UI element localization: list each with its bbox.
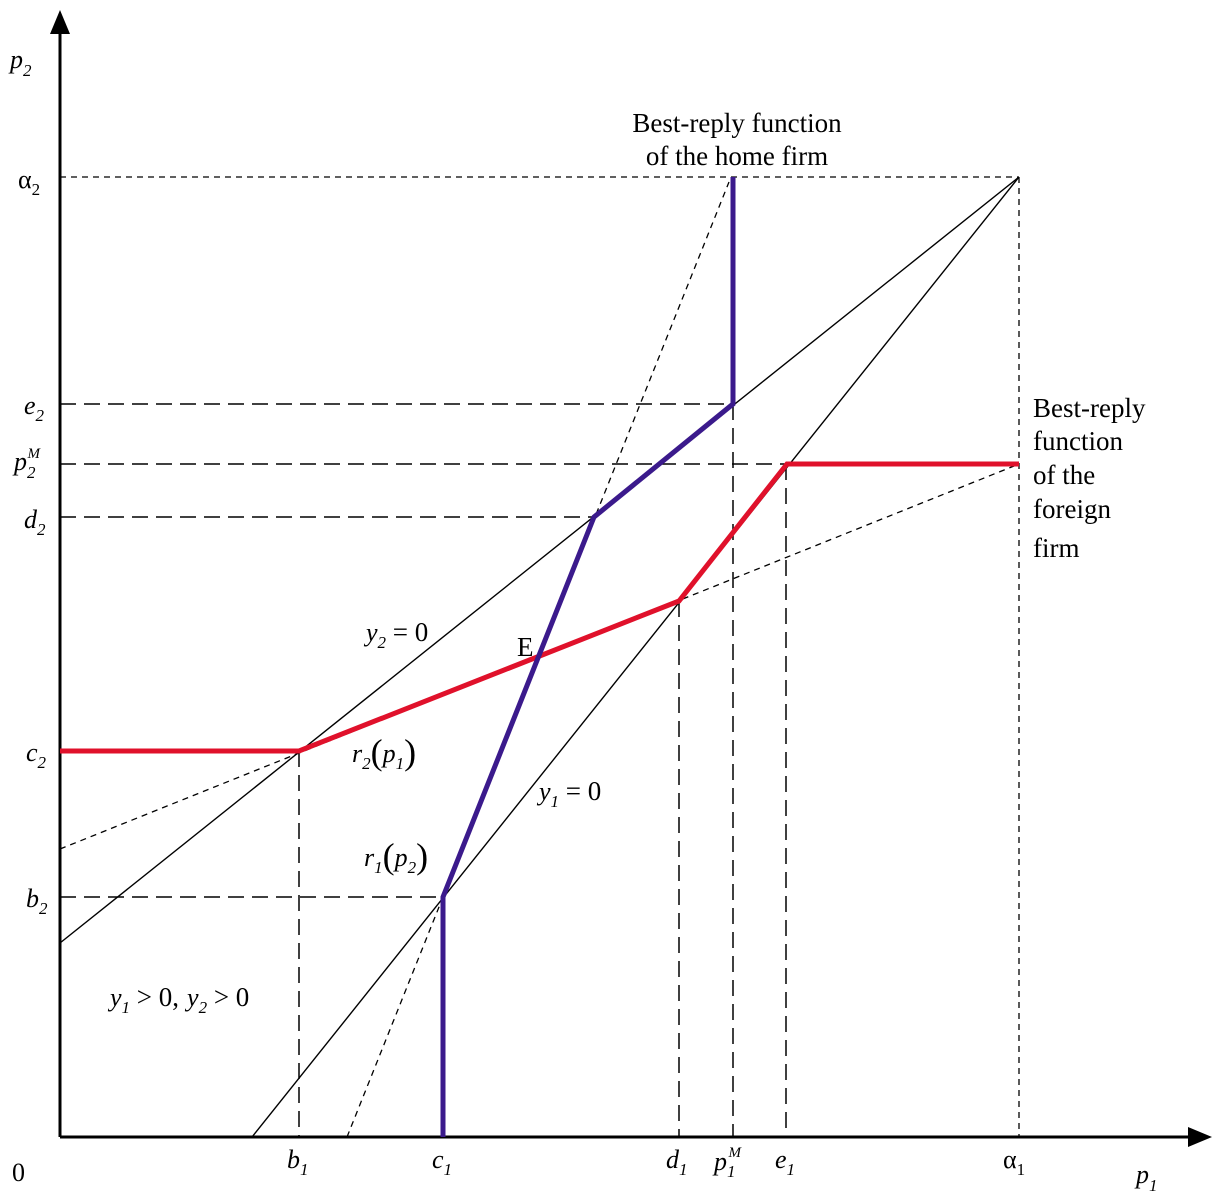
- region-b-base: y: [184, 983, 199, 1012]
- r2-label: r2(p1): [352, 732, 416, 773]
- foreign-unconstrained-extension: [59, 463, 1020, 850]
- xtick-d1: d1: [666, 1145, 688, 1179]
- home-reply-title-line2: of the home firm: [646, 141, 828, 171]
- y1-zero-sub: 1: [551, 792, 560, 811]
- r1-base: r: [364, 843, 375, 872]
- foreign-best-reply-curve: [60, 461, 1019, 754]
- ytick-c2-base: c: [26, 738, 38, 767]
- xtick-d1-base: d: [666, 1145, 680, 1174]
- home-best-reply-curve: [440, 177, 736, 1137]
- xtick-d1-sub: 1: [679, 1160, 688, 1179]
- ytick-d2-base: d: [24, 505, 38, 534]
- xtick-p1M-base: p: [712, 1147, 727, 1176]
- y-axis-label-base: p: [8, 45, 23, 74]
- xtick-alpha1: α1: [1003, 1145, 1025, 1179]
- r2-open-paren: (: [371, 732, 383, 772]
- ytick-p2M-sub: 2: [27, 463, 36, 482]
- xtick-b1-sub: 1: [300, 1160, 309, 1179]
- xtick-c1-sub: 1: [444, 1160, 453, 1179]
- r2-close-paren: ): [404, 732, 416, 772]
- x-axis-label: p1: [1134, 1160, 1158, 1195]
- ytick-e2-sub: 2: [36, 406, 45, 425]
- r2-arg-base: p: [381, 739, 396, 768]
- xtick-e1-base: e: [775, 1145, 787, 1174]
- r2-arg-sub: 1: [396, 754, 405, 773]
- origin-label: 0: [12, 1158, 25, 1187]
- ytick-alpha2: α2: [18, 165, 40, 199]
- y2-zero-rel: = 0: [386, 617, 428, 647]
- y-axis-label-sub: 2: [23, 61, 32, 80]
- ytick-p2M-sup: M: [27, 446, 42, 462]
- home-reply-title-line1: Best-reply function: [632, 108, 842, 138]
- zero-demand-lines: [59, 176, 1020, 1138]
- r2-sub: 2: [362, 754, 371, 773]
- ytick-c2: c2: [26, 738, 47, 772]
- region-b-sub: 2: [199, 998, 208, 1017]
- r1-label: r1(p2): [364, 836, 428, 877]
- r2-base: r: [352, 739, 363, 768]
- x-axis-label-sub: 1: [1149, 1176, 1158, 1195]
- reference-lines: [60, 403, 787, 1137]
- foreign-reply-title-line1: Best-reply: [1033, 393, 1146, 423]
- region-a-sub: 1: [122, 998, 131, 1017]
- xtick-c1: c1: [432, 1145, 452, 1179]
- r1-arg-sub: 2: [408, 858, 417, 877]
- r1-arg-base: p: [393, 843, 408, 872]
- ytick-e2-base: e: [24, 391, 36, 420]
- xtick-b1-base: b: [287, 1145, 300, 1174]
- y2-zero-line: [59, 176, 1020, 944]
- region-a-rel: > 0,: [130, 982, 179, 1012]
- r1-open-paren: (: [383, 836, 395, 876]
- ytick-b2-sub: 2: [39, 899, 48, 918]
- y1-zero-line: [251, 176, 1020, 1138]
- xtick-b1: b1: [287, 1145, 309, 1179]
- xtick-e1-sub: 1: [787, 1160, 796, 1179]
- y-axis-arrowhead: [50, 10, 70, 34]
- y1-zero-base: y: [536, 777, 551, 806]
- region-label: y1 > 0, y2 > 0: [107, 982, 249, 1017]
- equilibrium-label: E: [517, 632, 534, 662]
- ytick-p2M-base: p: [12, 447, 27, 476]
- r1-sub: 1: [374, 858, 383, 877]
- ytick-c2-sub: 2: [38, 753, 47, 772]
- axes: [50, 10, 1212, 1147]
- x-axis-label-base: p: [1134, 1160, 1149, 1189]
- region-a-base: y: [107, 983, 122, 1012]
- ytick-alpha2-sub: 2: [32, 180, 41, 199]
- foreign-reply-title-line5: firm: [1033, 533, 1080, 563]
- y2-zero-base: y: [363, 618, 378, 647]
- ytick-b2: b2: [26, 884, 48, 918]
- y2-zero-sub: 2: [378, 633, 387, 652]
- foreign-reply-title-line3: of the: [1033, 460, 1095, 490]
- y-axis-label: p2: [8, 45, 32, 80]
- xtick-p1M-sup: M: [728, 1145, 743, 1161]
- ytick-p2M: p2M: [12, 446, 42, 482]
- ytick-alpha2-base: α: [18, 165, 32, 194]
- region-b-rel: > 0: [207, 982, 249, 1012]
- x-axis-arrowhead: [1188, 1127, 1212, 1147]
- ytick-b2-base: b: [26, 884, 39, 913]
- y1-zero-label: y1 = 0: [536, 776, 601, 811]
- xtick-p1M-sub: 1: [727, 1162, 736, 1181]
- xtick-alpha1-sub: 1: [1017, 1160, 1026, 1179]
- ytick-d2-sub: 2: [37, 520, 46, 539]
- fine-dashed-lines: [59, 176, 1020, 1138]
- ytick-e2: e2: [24, 391, 45, 425]
- r1-close-paren: ): [416, 836, 428, 876]
- xtick-e1: e1: [775, 1145, 795, 1179]
- xtick-alpha1-base: α: [1003, 1145, 1017, 1174]
- ytick-d2: d2: [24, 505, 46, 539]
- xtick-c1-base: c: [432, 1145, 444, 1174]
- foreign-reply-title-line2: function: [1033, 426, 1123, 456]
- y2-zero-label: y2 = 0: [363, 617, 428, 652]
- foreign-reply-title-line4: foreign: [1033, 494, 1111, 524]
- y1-zero-rel: = 0: [559, 776, 601, 806]
- xtick-p1M: p1M: [712, 1145, 743, 1181]
